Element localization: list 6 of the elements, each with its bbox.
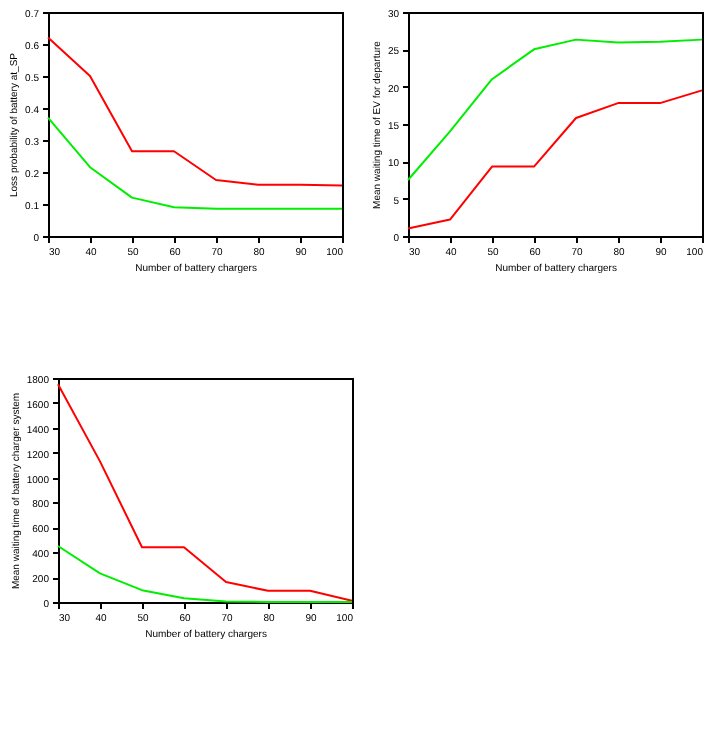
line-series xyxy=(57,383,353,602)
line-series xyxy=(57,545,353,603)
line-series xyxy=(47,116,343,210)
line-series xyxy=(407,89,703,230)
line-series xyxy=(47,36,343,187)
line-series xyxy=(407,38,703,181)
